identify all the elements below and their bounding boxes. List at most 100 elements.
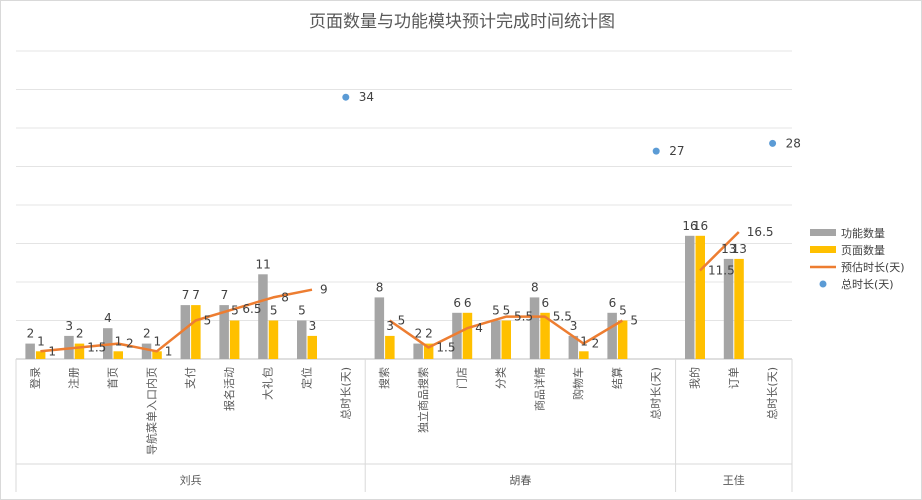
bar-value-label: 6: [609, 296, 617, 310]
bar-value-label: 5: [298, 304, 306, 318]
line-value-label: 6.5: [242, 302, 261, 316]
bar-页面数量: [74, 343, 85, 359]
bar-value-label: 3: [65, 319, 73, 333]
bar-功能数量: [374, 297, 385, 359]
x-tick-label: 商品详情: [532, 367, 546, 411]
bar-页面数量: [35, 351, 46, 359]
bar-value-label: 8: [531, 280, 539, 294]
bar-功能数量: [529, 297, 540, 359]
bar-功能数量: [413, 343, 423, 359]
legend-swatch: [819, 280, 827, 288]
bar-value-label: 1: [153, 334, 161, 348]
x-axis: 登录 注册 首页 导航菜单入口内页 支付 报名活动 大礼包 定位 总时长(天) 刘兵 搜索 独立商品搜…: [15, 358, 793, 492]
bar-功能数量: [141, 343, 152, 359]
legend-label: 页面数量: [841, 244, 885, 257]
bar-页面数量: [191, 305, 201, 359]
line-value-label: 1: [48, 344, 56, 358]
bar-功能数量: [568, 335, 579, 359]
bar-value-label: 3: [570, 319, 578, 333]
bar-value-label: 7: [182, 288, 190, 302]
legend-label: 功能数量: [841, 226, 885, 240]
bar-页面数量: [229, 320, 240, 359]
x-tick-label: 总时长(天): [649, 367, 663, 420]
scatter-series: [342, 93, 777, 155]
bar-value-label: 4: [104, 311, 112, 325]
line-value-label: 5.5: [514, 310, 533, 324]
line-预估时长(天): [699, 231, 740, 272]
bar-value-label: 5: [619, 304, 627, 318]
x-tick-label: 注册: [67, 367, 81, 389]
bar-value-label: 3: [386, 319, 394, 333]
bar-页面数量: [540, 312, 550, 359]
line-value-label: 5: [398, 314, 406, 328]
line-value-label: 1.5: [87, 340, 106, 354]
bar-页面数量: [385, 335, 395, 359]
line-value-label: 4: [475, 321, 483, 335]
chart-title: 页面数量与功能模块预计完成时间统计图: [309, 12, 615, 32]
bar-value-label: 13: [732, 242, 747, 256]
line-value-label: 2: [592, 337, 600, 351]
bar-value-label: 5: [270, 304, 278, 318]
bar-value-label: 2: [76, 327, 84, 341]
x-tick-label: 结算: [610, 367, 624, 389]
line-value-label: 8: [281, 290, 289, 304]
bar-页面数量: [152, 351, 162, 359]
x-tick-label: 购物车: [571, 367, 585, 400]
bar-value-label: 1: [580, 334, 588, 348]
bar-value-label: 2: [143, 327, 151, 341]
x-tick-label: 支付: [184, 367, 197, 389]
bar-value-label: 13: [721, 242, 736, 256]
point-总时长(天): [342, 93, 350, 101]
bar-value-label: 6: [464, 296, 472, 310]
bar-功能数量: [219, 305, 229, 359]
bar-value-label: 8: [376, 280, 384, 294]
x-tick-label: 总时长(天): [765, 367, 779, 420]
x-tick-label: 导航菜单入口内页: [144, 367, 158, 455]
legend-swatch: [810, 246, 836, 253]
bar-页面数量: [462, 312, 473, 359]
line-value-label: 5.5: [553, 310, 572, 324]
x-tick-label: 我的: [688, 367, 702, 389]
bar-页面数量: [501, 320, 511, 359]
line-value-label: 5: [204, 314, 212, 328]
line-series: [40, 231, 740, 353]
bar-功能数量: [607, 312, 617, 359]
bar-功能数量: [685, 235, 695, 359]
bar-页面数量: [113, 351, 123, 359]
bar-value-label: 7: [192, 288, 200, 302]
bar-功能数量: [258, 274, 268, 359]
point-总时长(天): [769, 139, 777, 147]
bar-功能数量: [180, 305, 191, 359]
bar-value-label: 6: [453, 296, 461, 310]
line-value-label: 1.5: [436, 340, 455, 354]
x-tick-label: 报名活动: [222, 367, 236, 411]
bar-value-label: 16: [693, 219, 708, 233]
legend-label: 总时长(天): [841, 277, 894, 291]
bar-value-label: 5: [231, 304, 239, 318]
gridlines: [16, 50, 792, 321]
bar-页面数量: [423, 343, 434, 359]
bar-页面数量: [268, 320, 279, 359]
point-value-label: 34: [359, 90, 374, 104]
x-tick-label: 分类: [494, 367, 508, 389]
legend-swatch: [810, 229, 836, 236]
bar-value-label: 2: [27, 327, 35, 341]
x-group-label: 刘兵: [180, 474, 202, 487]
bar-value-label: 2: [425, 327, 433, 341]
line-value-label: 1: [165, 344, 173, 358]
x-tick-label: 独立商品搜索: [416, 367, 430, 433]
bar-value-label: 3: [309, 319, 317, 333]
bar-value-label: 5: [492, 304, 500, 318]
bar-页面数量: [617, 320, 628, 359]
bar-value-label: 1: [37, 334, 45, 348]
x-tick-label: 订单: [727, 367, 740, 389]
bar-value-label: 11: [256, 257, 271, 271]
bar-页面数量: [579, 351, 589, 359]
bar-value-label: 1: [115, 334, 123, 348]
bar-value-label: 2: [415, 327, 423, 341]
